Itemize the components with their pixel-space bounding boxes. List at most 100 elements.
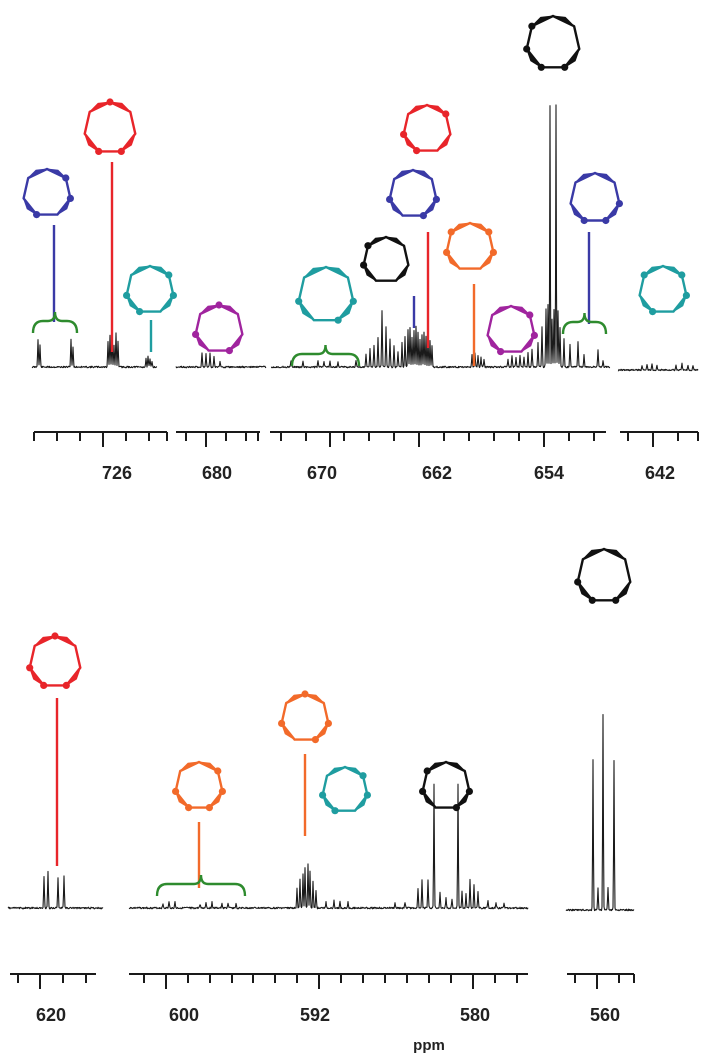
phosphorus-atom	[26, 664, 34, 672]
isomer-ring	[83, 100, 137, 153]
wedge-bond	[673, 295, 687, 313]
phosphorus-atom	[364, 242, 372, 250]
wedge-bond	[89, 101, 111, 113]
phosphorus-atom	[40, 681, 48, 690]
phosphorus-atom	[311, 736, 319, 744]
isomer-teal-726-icon	[123, 264, 177, 316]
wedge-bond	[363, 264, 377, 282]
wedge-bond	[160, 295, 174, 313]
phosphorus-atom	[526, 311, 534, 319]
tick-label-580: 580	[460, 1005, 490, 1025]
wedge-bond	[423, 199, 437, 217]
isomer-red-726-icon	[83, 98, 137, 155]
phosphorus-atom	[602, 216, 610, 225]
isomer-black-560-icon	[574, 547, 632, 604]
phosphorus-atom	[33, 211, 41, 219]
isomer-ring	[194, 303, 244, 352]
isomer-purple-656-icon	[486, 304, 539, 356]
isomer-black-582-icon	[419, 760, 473, 812]
phosphorus-atom	[359, 772, 367, 780]
spectrum-trace-600	[128, 783, 529, 910]
phosphorus-atom	[443, 248, 451, 256]
wedge-bond	[531, 15, 554, 27]
wedge-bond	[594, 172, 615, 183]
isomer-purple-680-icon	[192, 301, 244, 355]
phosphorus-atom	[497, 348, 505, 356]
wedge-bond	[209, 791, 223, 809]
isomer-ring	[297, 265, 355, 322]
wedge-bond	[643, 265, 664, 276]
isomer-orange-659-icon	[443, 221, 497, 270]
phosphorus-atom	[214, 767, 222, 775]
wedge-bond	[469, 222, 490, 233]
wedge-bond	[65, 667, 81, 686]
isomer-ring	[388, 168, 438, 217]
isomer-ring	[525, 14, 581, 69]
tick-label-620: 620	[36, 1005, 66, 1025]
isomer-teal-589-icon	[319, 765, 371, 815]
wedge-bond	[326, 766, 346, 777]
wedge-bond	[322, 794, 336, 812]
bracket-blue-726	[31, 311, 79, 334]
wedge-bond	[304, 693, 325, 704]
phosphorus-atom	[523, 45, 531, 53]
wedge-bond	[526, 48, 542, 68]
wedge-bond	[582, 548, 605, 560]
wedge-bond	[575, 172, 596, 183]
wedge-bond	[298, 300, 315, 321]
wedge-bond	[521, 335, 535, 353]
tick-label-680: 680	[202, 463, 232, 483]
wedge-bond	[570, 203, 585, 221]
wedge-bond	[662, 265, 683, 276]
wedge-bond	[23, 198, 37, 216]
phosphorus-atom	[442, 110, 450, 118]
wedge-bond	[389, 199, 403, 217]
tick-label-670: 670	[307, 463, 337, 483]
phosphorus-atom	[319, 791, 327, 799]
wedge-bond	[412, 169, 433, 180]
phosphorus-atom	[649, 308, 657, 316]
wedge-bond	[120, 133, 136, 152]
wedge-bond	[27, 168, 48, 179]
bracket-blue-651	[561, 312, 608, 335]
wedge-bond	[552, 15, 575, 27]
phosphorus-atom	[123, 291, 131, 299]
wedge-bond	[403, 134, 417, 152]
phosphorus-atom	[349, 297, 357, 305]
phosphorus-atom	[465, 787, 473, 796]
wedge-bond	[393, 169, 414, 180]
phosphorus-atom	[678, 271, 686, 279]
wedge-bond	[325, 266, 349, 278]
wedge-bond	[615, 581, 631, 601]
isomer-teal-642-icon	[638, 264, 691, 316]
phosphorus-atom	[278, 719, 286, 728]
wedge-bond	[510, 305, 531, 316]
phosphorus-atom	[215, 301, 223, 309]
wedge-bond	[354, 794, 368, 812]
wedge-bond	[407, 104, 428, 115]
wedge-bond	[446, 252, 460, 270]
spectrum-trace-726	[31, 332, 158, 369]
spectrum-trace-560	[565, 713, 635, 912]
phosphorus-atom	[485, 228, 493, 236]
wedge-bond	[337, 300, 354, 321]
tick-label-560: 560	[590, 1005, 620, 1025]
phosphorus-atom	[136, 308, 144, 316]
wedge-bond	[199, 304, 220, 315]
wedge-bond	[229, 334, 243, 352]
wedge-bond	[456, 791, 470, 809]
phosphorus-atom	[62, 681, 70, 690]
phosphorus-atom	[51, 632, 59, 640]
phosphorus-atom	[192, 330, 200, 338]
wedge-bond	[54, 635, 76, 647]
phosphorus-atom	[413, 147, 421, 155]
spectrum-trace-642	[617, 362, 699, 372]
bracket-teal-670	[290, 344, 361, 367]
isomer-blue-651-icon	[569, 171, 624, 225]
phosphorus-atom	[334, 316, 342, 324]
wedge-bond	[564, 48, 580, 68]
wedge-bond	[344, 766, 364, 777]
wedge-bond	[487, 335, 501, 353]
phosphorus-atom	[419, 212, 427, 220]
wedge-bond	[367, 236, 387, 247]
